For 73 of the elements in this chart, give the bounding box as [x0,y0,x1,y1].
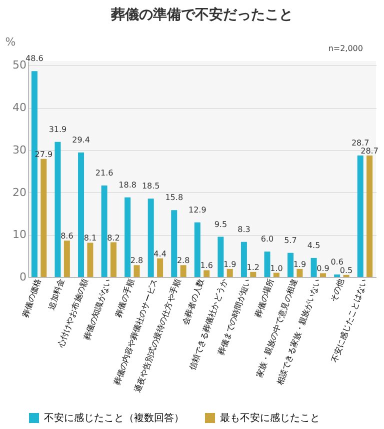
bar [240,242,247,277]
bar [101,186,108,277]
bar [334,274,340,277]
y-axis-title: % [5,36,16,48]
bar [296,268,303,277]
data-label: 0.5 [340,266,353,275]
bar [264,252,270,277]
bar [226,268,233,277]
data-label: 15.8 [165,193,184,202]
data-label: 6.0 [260,234,274,244]
text: n=2,000 [328,44,363,53]
data-label: 18.8 [118,180,136,190]
bar [288,252,294,277]
y-tick-label: 10 [12,228,26,242]
y-tick-label: 40 [12,101,26,114]
bar [87,242,94,277]
y-tick-label: 0 [20,270,26,284]
bar [204,270,210,277]
data-label: 21.6 [95,168,114,178]
bar [310,258,317,277]
data-label: 28.7 [360,146,378,156]
data-label: 4.5 [307,240,320,250]
data-label: 8.1 [84,234,97,243]
data-label: 8.3 [238,224,250,234]
bar [320,273,326,277]
bar [54,142,61,277]
data-label: 0.6 [330,257,344,266]
bar [124,197,131,277]
data-label: 8.2 [107,233,120,242]
bar [134,265,140,277]
data-label: 4.4 [154,249,166,258]
bar [40,158,47,277]
bar [180,265,186,277]
data-label: 1.9 [224,260,236,269]
data-label: 2.8 [176,256,190,266]
data-label: 1.0 [270,264,283,273]
x-tick-label: 葬儀の場所 [253,278,276,318]
data-label: 31.9 [48,124,67,134]
data-label: 18.5 [142,182,160,191]
legend-label: 不安に感じたこと（複数回答） [44,412,184,424]
data-label: 48.6 [26,54,44,64]
y-tick-label: 50 [12,58,26,72]
data-label: 29.4 [72,135,90,144]
data-label: 0.9 [316,264,330,274]
x-tick-label: 会葬者の人数 [180,278,206,326]
bar [250,272,256,277]
legend-label: 最も不安に感じたこと [220,412,320,424]
y-tick-label: 30 [12,143,26,156]
x-tick-label: 追加料金 [46,278,66,311]
bar [357,155,364,277]
data-label: 8.6 [60,232,74,241]
y-tick-label: 20 [12,186,26,199]
bar [366,155,373,277]
bar [194,222,200,277]
data-label: 2.8 [130,256,144,266]
data-label: 1.6 [200,261,213,270]
bar [273,272,280,277]
data-label: 28.7 [351,138,370,148]
bar [157,258,164,277]
bar [64,240,70,277]
data-label: 9.5 [214,220,228,229]
bar [218,236,224,277]
chart-title: 葬儀の準備で不安だったこと [110,6,293,23]
bar [110,242,116,277]
x-tick-label: 葬儀の手順 [114,278,136,318]
data-label: 1.9 [293,260,306,269]
data-label: 1.2 [246,262,260,272]
bar [148,198,154,277]
x-tick-label: その他 [328,278,346,304]
bar [171,210,178,277]
data-label: 5.7 [284,236,297,245]
bar [78,152,84,277]
data-label: 12.9 [188,205,206,214]
